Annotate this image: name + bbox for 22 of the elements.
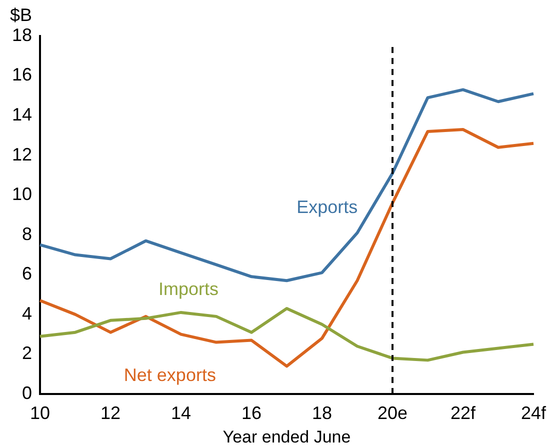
x-tick-label: 24f bbox=[520, 402, 547, 423]
y-tick-label: 0 bbox=[22, 382, 32, 403]
y-tick-label: 4 bbox=[22, 303, 32, 324]
series-label: Net exports bbox=[124, 365, 216, 386]
x-tick-label: 20e bbox=[377, 402, 408, 423]
x-tick-label: 22f bbox=[450, 402, 476, 423]
y-tick-label: 6 bbox=[22, 264, 32, 284]
series-label: Exports bbox=[296, 196, 358, 217]
x-tick-label: 18 bbox=[312, 402, 332, 423]
y-tick-label: 8 bbox=[22, 224, 32, 244]
x-tick-label: 14 bbox=[170, 402, 192, 423]
y-tick-label: 2 bbox=[22, 343, 32, 364]
y-tick-label: 10 bbox=[12, 184, 32, 204]
y-tick-label: 16 bbox=[12, 64, 32, 85]
x-axis-title: Year ended June bbox=[222, 427, 351, 446]
y-tick-label: 18 bbox=[12, 24, 32, 45]
x-tick-label: 12 bbox=[100, 402, 121, 423]
y-tick-label: 12 bbox=[12, 144, 32, 164]
y-tick-label: 14 bbox=[12, 104, 32, 125]
series-label: Imports bbox=[158, 279, 218, 300]
y-axis-title: $B bbox=[10, 4, 32, 25]
x-tick-label: 16 bbox=[241, 402, 262, 423]
